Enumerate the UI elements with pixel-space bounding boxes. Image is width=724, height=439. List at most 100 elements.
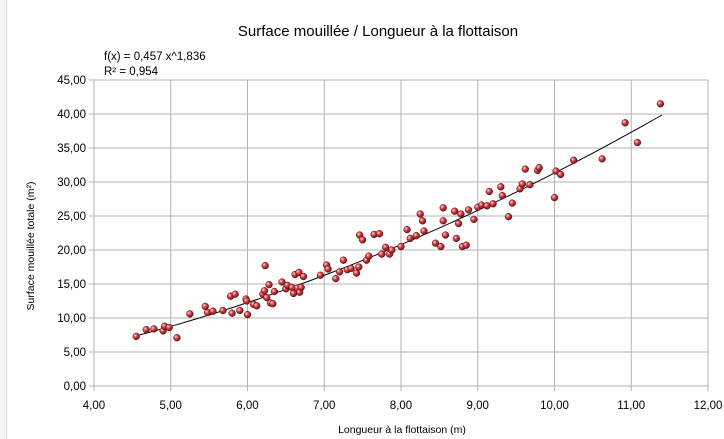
y-axis-title: Surface mouillée totale (m²) xyxy=(25,182,37,311)
y-tick-label: 45,00 xyxy=(57,75,86,87)
data-point xyxy=(483,202,491,210)
plot-axes xyxy=(89,79,709,391)
data-point xyxy=(452,234,460,243)
data-point xyxy=(253,302,261,310)
data-point xyxy=(236,306,244,315)
data-point xyxy=(556,170,565,179)
data-point xyxy=(201,302,209,311)
data-point xyxy=(521,165,529,173)
data-point xyxy=(278,278,286,286)
data-point xyxy=(418,217,427,225)
data-point xyxy=(231,290,239,298)
data-point xyxy=(355,263,363,271)
data-point xyxy=(454,219,463,228)
data-point xyxy=(518,180,526,188)
x-tick-label: 10,00 xyxy=(540,400,569,412)
data-point xyxy=(464,206,473,214)
data-point xyxy=(375,230,384,238)
data-point xyxy=(186,310,194,318)
data-point xyxy=(388,246,396,254)
data-point xyxy=(261,261,269,270)
data-point xyxy=(270,287,279,296)
data-point xyxy=(324,265,332,273)
data-point xyxy=(570,156,578,164)
data-point xyxy=(165,323,173,332)
data-point xyxy=(378,250,386,258)
data-point xyxy=(269,300,277,308)
y-tick-label: 15,00 xyxy=(57,279,86,291)
data-point xyxy=(621,119,629,127)
data-point xyxy=(403,225,411,234)
data-point xyxy=(316,271,325,279)
data-point xyxy=(550,193,559,202)
data-point xyxy=(173,334,181,342)
data-point xyxy=(365,252,373,260)
data-point xyxy=(243,310,252,319)
data-point xyxy=(489,200,497,208)
data-point xyxy=(498,191,506,200)
data-point xyxy=(485,187,493,196)
x-tick-label: 5,00 xyxy=(160,400,182,412)
data-point xyxy=(470,215,478,224)
data-point xyxy=(297,283,305,292)
data-point xyxy=(451,207,459,215)
data-point xyxy=(332,274,340,283)
y-tick-label: 25,00 xyxy=(57,211,86,223)
data-point xyxy=(295,268,303,277)
data-point xyxy=(335,268,344,276)
data-point xyxy=(219,306,227,315)
data-point xyxy=(656,100,665,108)
x-tick-label: 6,00 xyxy=(236,400,258,412)
data-point xyxy=(358,236,367,244)
data-point xyxy=(406,234,414,243)
data-point xyxy=(462,241,470,249)
data-point xyxy=(412,232,420,240)
data-point xyxy=(457,210,465,218)
y-axis-tick-labels: 0,00 5,00 10,00 15,00 20,00 25,00 30,00 35,00 40… xyxy=(57,75,86,393)
data-points xyxy=(132,100,665,342)
y-tick-label: 35,00 xyxy=(57,143,86,155)
data-point xyxy=(504,213,513,221)
x-tick-label: 11,00 xyxy=(617,400,645,412)
data-point xyxy=(265,281,273,289)
data-point xyxy=(598,155,606,163)
data-point xyxy=(441,231,450,239)
data-point xyxy=(263,293,271,302)
x-axis-tick-labels: 4,00 5,00 6,00 7,00 8,00 9,00 10,00 11,00 12,00 xyxy=(83,400,723,412)
data-point xyxy=(260,287,269,295)
data-point xyxy=(526,181,534,189)
data-point xyxy=(439,217,447,225)
data-point xyxy=(142,325,150,334)
trendline-equation: f(x) = 0,457 x^1,836 xyxy=(104,51,206,63)
trendline-r2: R² = 0,954 xyxy=(104,66,159,78)
data-point xyxy=(431,239,440,247)
x-axis-title: Longueur à la flottaison (m) xyxy=(338,424,466,436)
y-tick-label: 0,00 xyxy=(64,381,86,393)
y-tick-label: 40,00 xyxy=(57,109,86,121)
data-point xyxy=(352,269,361,277)
data-point xyxy=(243,297,251,305)
y-tick-label: 5,00 xyxy=(64,347,86,359)
y-tick-label: 30,00 xyxy=(57,177,86,189)
data-point xyxy=(209,307,217,315)
data-point xyxy=(228,309,236,317)
data-point xyxy=(381,243,390,251)
data-point xyxy=(150,325,158,333)
y-tick-label: 10,00 xyxy=(57,313,86,325)
x-tick-label: 7,00 xyxy=(313,400,335,412)
data-point xyxy=(347,264,355,273)
x-tick-label: 12,00 xyxy=(694,400,723,412)
data-point xyxy=(508,199,516,207)
data-point xyxy=(339,256,348,264)
x-tick-label: 9,00 xyxy=(467,400,489,412)
data-point xyxy=(633,138,642,147)
data-point xyxy=(437,242,445,251)
x-tick-label: 8,00 xyxy=(390,400,412,412)
x-tick-label: 4,00 xyxy=(83,400,105,412)
data-point xyxy=(132,332,140,341)
chart-title: Surface mouillée / Longueur à la flottai… xyxy=(238,23,518,40)
data-point xyxy=(439,204,447,212)
data-point xyxy=(497,183,505,191)
data-point xyxy=(397,242,405,251)
